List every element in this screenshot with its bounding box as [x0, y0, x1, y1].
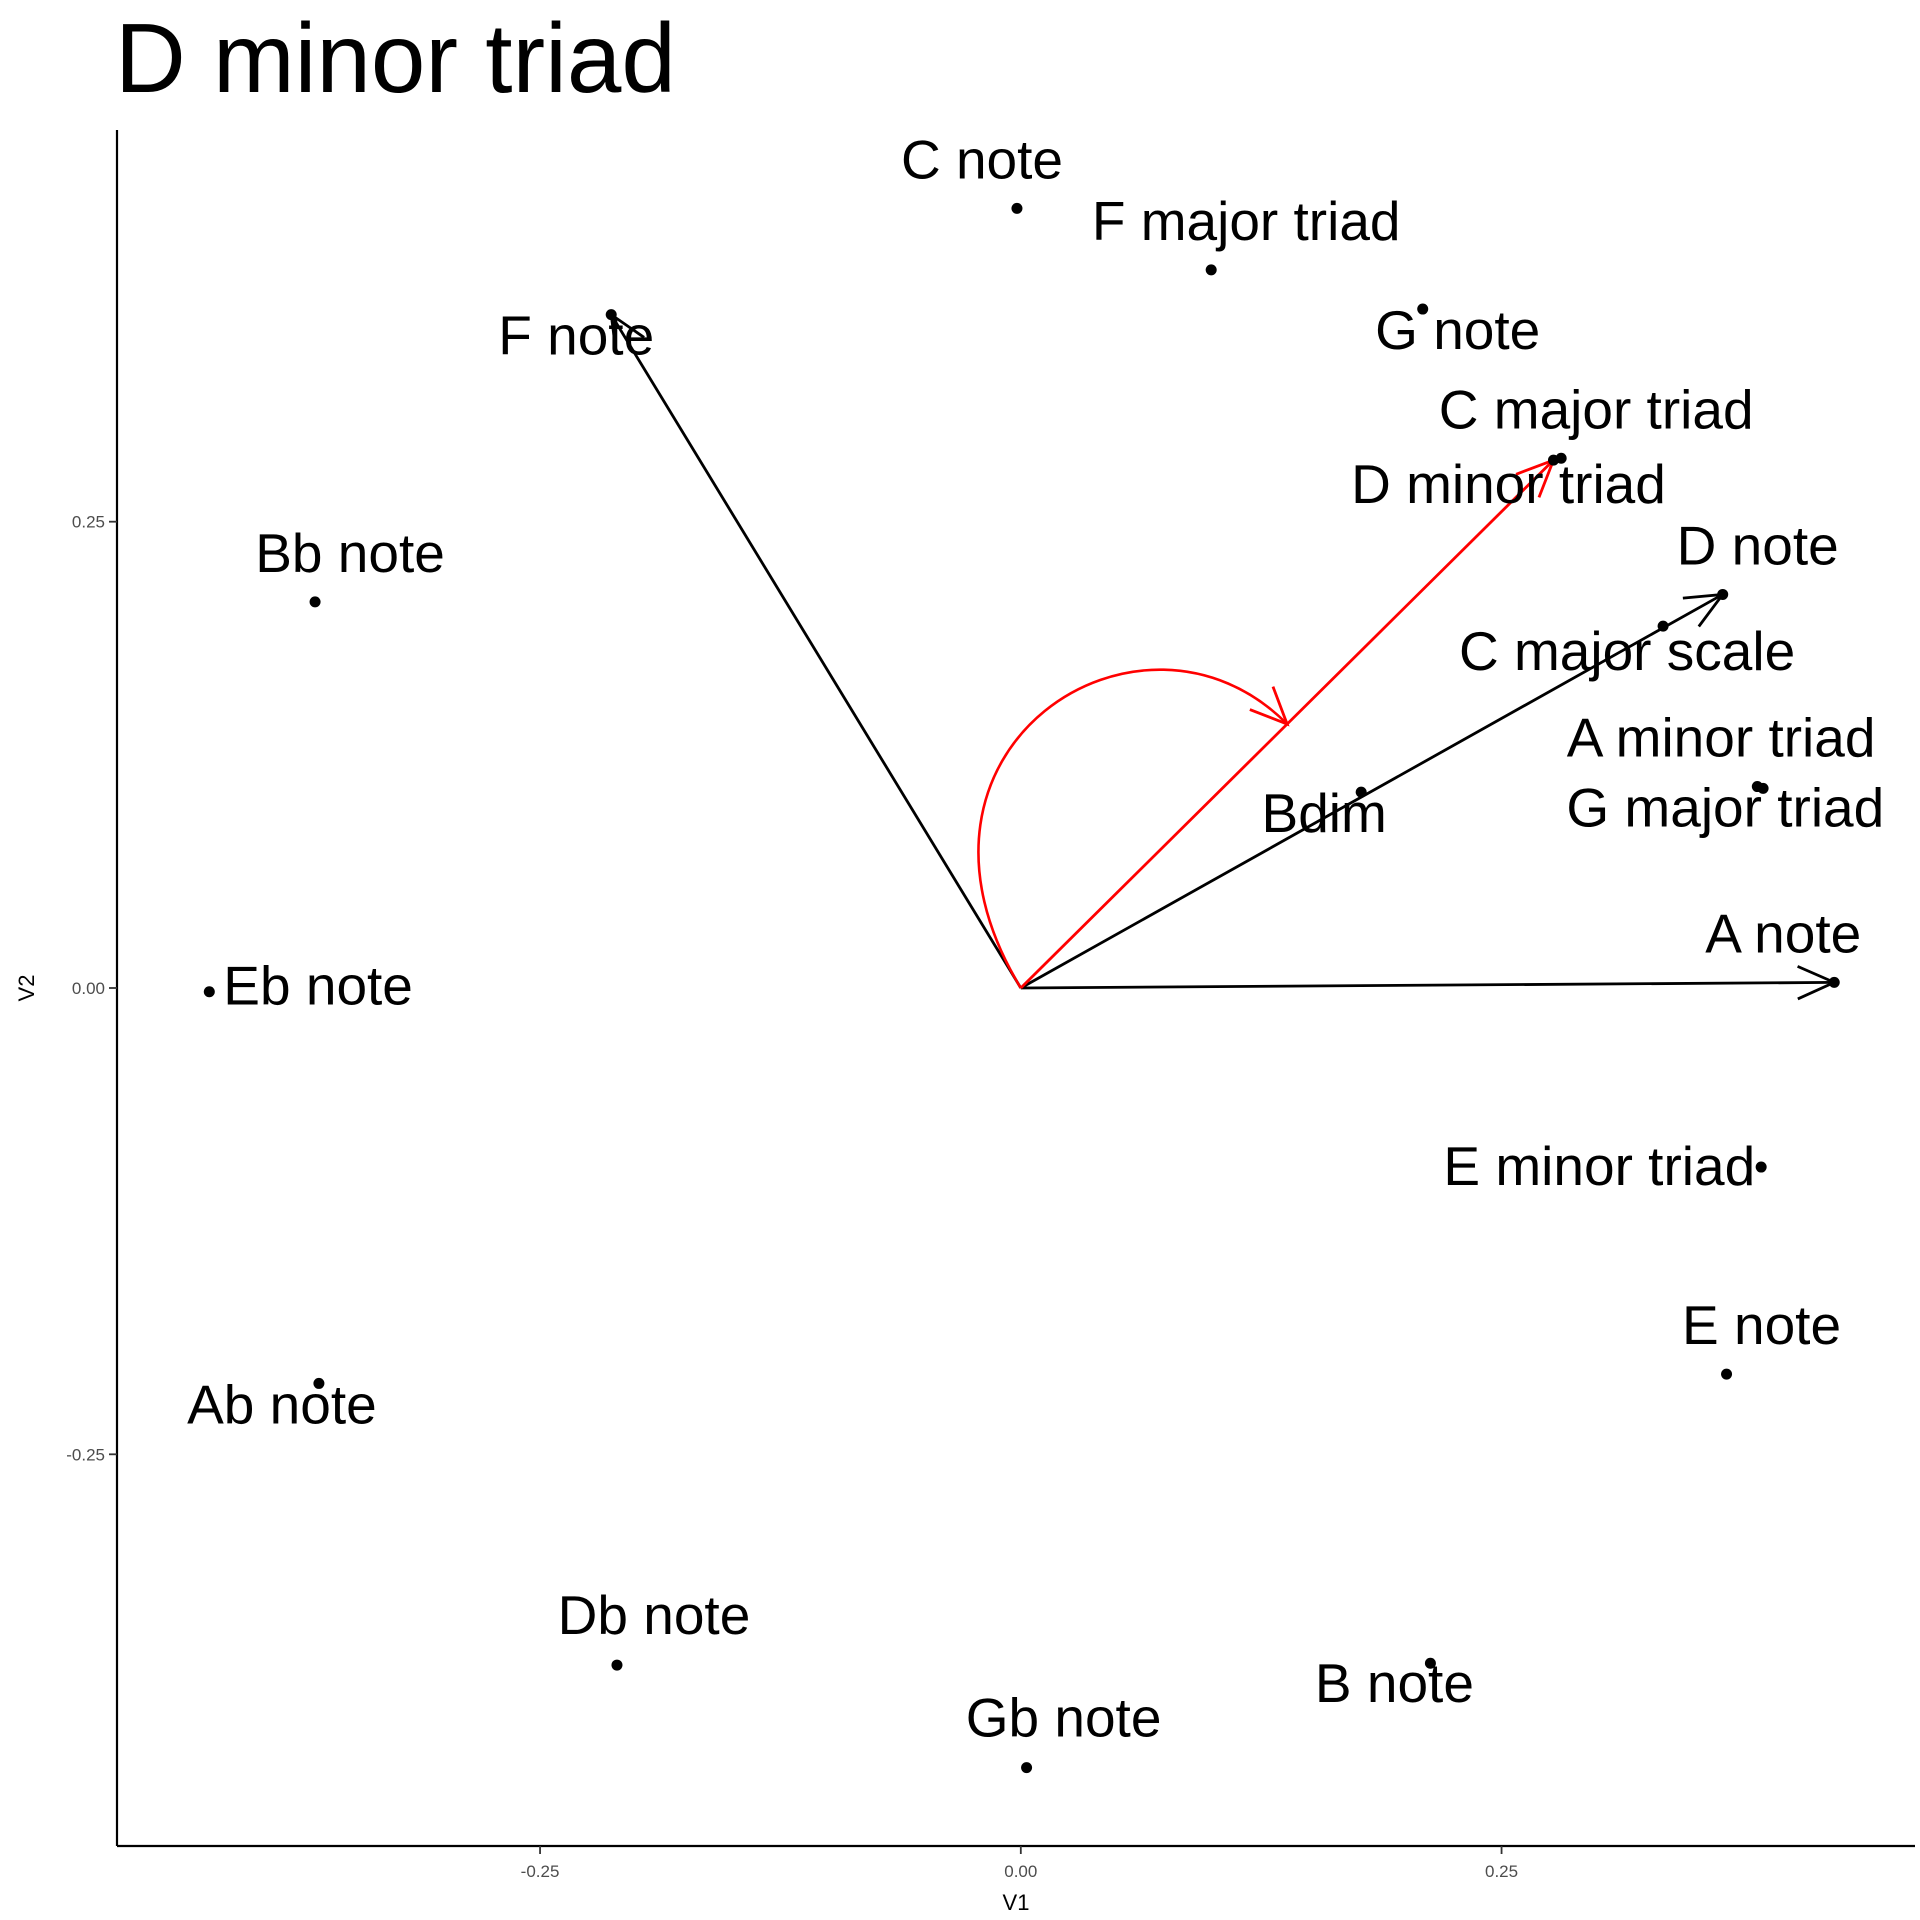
- chart-title: D minor triad: [115, 3, 676, 113]
- label-a-minor-triad: A minor triad: [1567, 706, 1876, 768]
- label-bdim: Bdim: [1262, 782, 1387, 844]
- point-bdim: [1355, 786, 1367, 798]
- axes: -0.25 0.00 0.25 0.25 0.00 -0.25 V1 V2: [14, 130, 1915, 1915]
- label-eb-note: Eb note: [223, 955, 413, 1017]
- label-c-major-scale: C major scale: [1459, 620, 1795, 682]
- label-bb-note: Bb note: [255, 522, 445, 584]
- arrow-head: [1249, 686, 1290, 727]
- label-g-major-triad: G major triad: [1566, 777, 1884, 839]
- point-c-note: [1011, 202, 1023, 214]
- point-g-major-triad: [1751, 781, 1763, 793]
- point-e-note: [1721, 1368, 1733, 1380]
- label-f-note: F note: [498, 305, 654, 367]
- label-f-major-triad: F major triad: [1092, 190, 1401, 252]
- point-gb-note: [1021, 1762, 1033, 1774]
- label-gb-note: Gb note: [966, 1687, 1162, 1749]
- point-f-major-triad: [1205, 264, 1217, 276]
- label-c-major-triad: C major triad: [1439, 378, 1754, 440]
- arrow-f-note: [610, 313, 1023, 989]
- point-a-note: [1828, 976, 1840, 988]
- point-bb-note: [309, 596, 321, 608]
- label-c-note: C note: [901, 128, 1063, 190]
- label-ab-note: Ab note: [187, 1373, 377, 1435]
- point-d-note: [1717, 588, 1729, 600]
- label-d-minor-triad: D minor triad: [1351, 453, 1666, 515]
- y-tick-label: 0.25: [72, 513, 105, 532]
- y-axis-title: V2: [14, 975, 39, 1002]
- data-points: [203, 202, 1840, 1774]
- label-db-note: Db note: [558, 1584, 751, 1646]
- data-labels: C note F major triad F note G note C major t…: [187, 128, 1884, 1748]
- rotation-arc: [977, 668, 1289, 989]
- point-f-note: [605, 309, 617, 321]
- x-axis-title: V1: [1003, 1890, 1030, 1915]
- label-e-minor-triad: E minor triad: [1443, 1135, 1755, 1197]
- label-b-note: B note: [1315, 1652, 1474, 1714]
- arrow-d-note: [1020, 593, 1724, 990]
- point-eb-note: [203, 986, 215, 998]
- label-e-note: E note: [1682, 1294, 1841, 1356]
- label-g-note: G note: [1375, 299, 1540, 361]
- x-tick-label: 0.25: [1485, 1862, 1518, 1881]
- point-ab-note: [313, 1377, 325, 1389]
- point-g-note: [1417, 303, 1429, 315]
- vector-arrows: [609, 311, 1838, 1001]
- x-tick-label: -0.25: [521, 1862, 560, 1881]
- x-tick-label: 0.00: [1004, 1862, 1037, 1881]
- arrow-a-note: [1020, 981, 1835, 990]
- label-a-note: A note: [1705, 902, 1861, 964]
- point-db-note: [611, 1659, 623, 1671]
- point-c-major-scale: [1657, 620, 1669, 632]
- point-d-minor-triad: [1547, 454, 1559, 466]
- y-tick-label: -0.25: [66, 1445, 105, 1464]
- point-b-note: [1424, 1657, 1436, 1669]
- label-d-note: D note: [1677, 514, 1839, 576]
- point-e-minor-triad: [1755, 1161, 1767, 1173]
- y-tick-label: 0.00: [72, 979, 105, 998]
